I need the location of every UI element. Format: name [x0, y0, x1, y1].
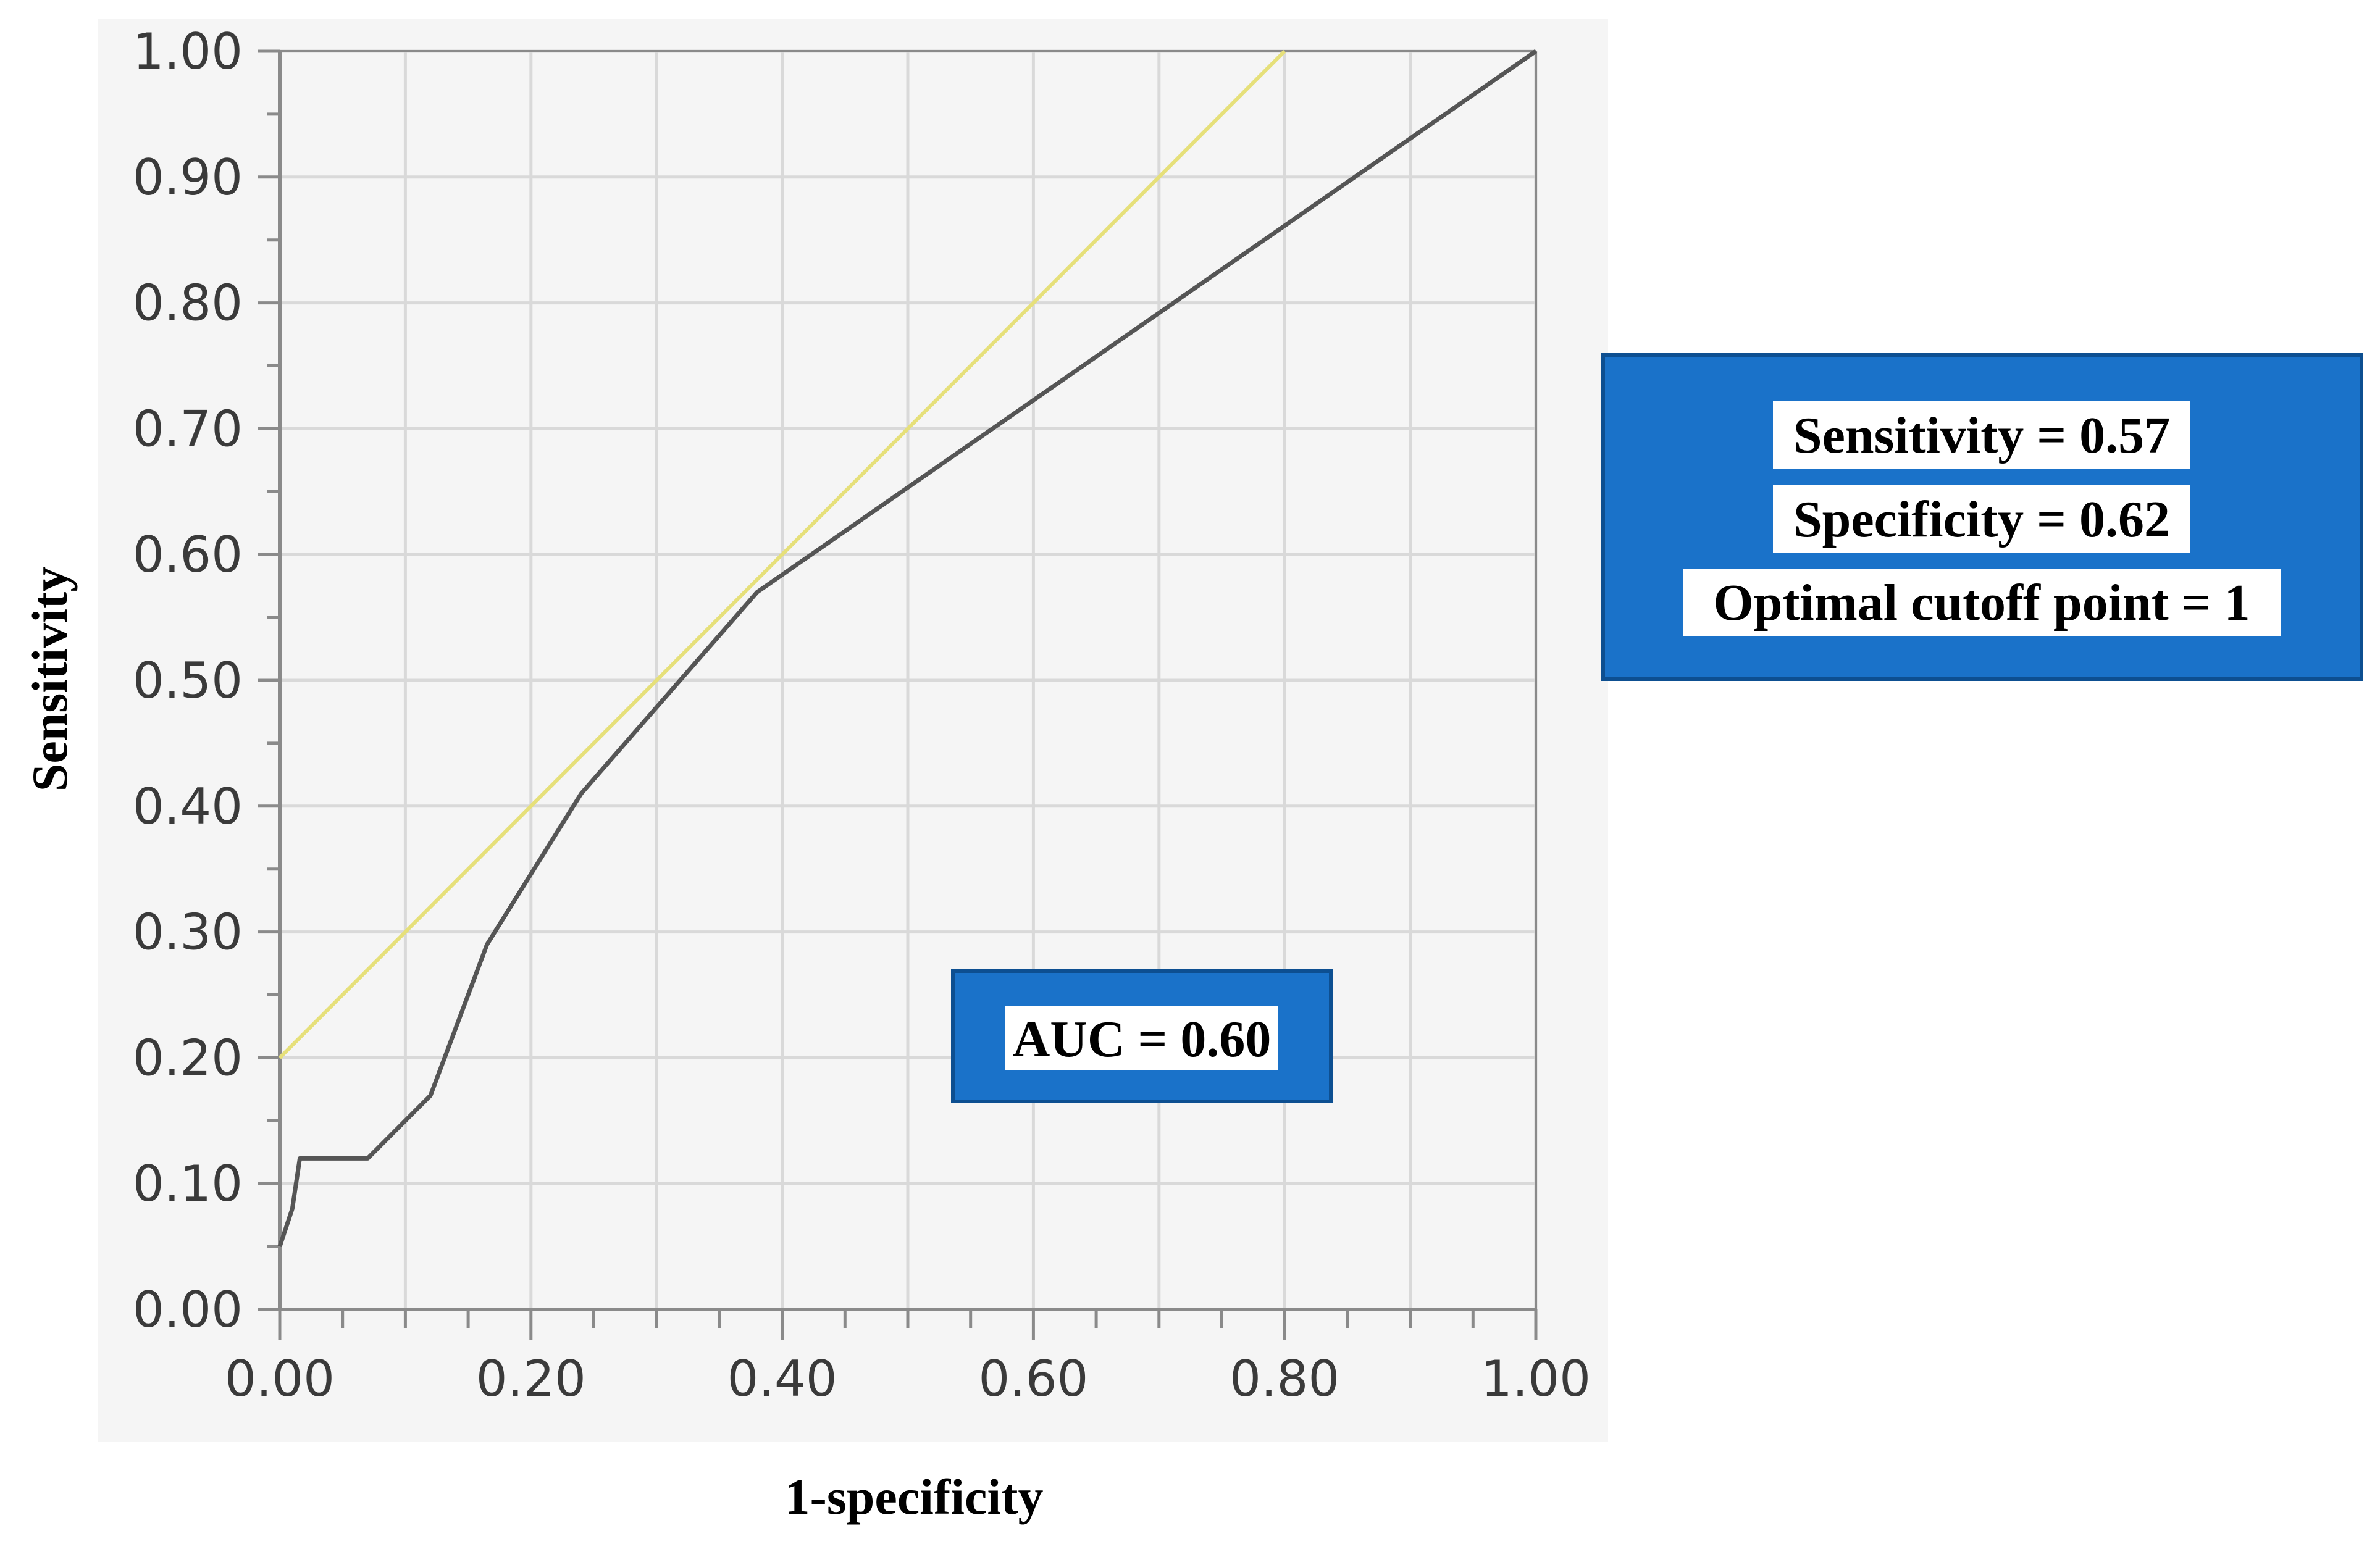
y-tick-label: 0.40: [133, 778, 243, 835]
x-axis-ticks: 0.00 0.20 0.40 0.60 0.80 1.00: [225, 1309, 1591, 1408]
roc-curve-line: [277, 49, 1537, 1248]
auc-label-background: [1005, 1006, 1278, 1070]
sensitivity-label-background: [1773, 401, 2190, 469]
y-axis-ticks: 0.00 0.10 0.20 0.30 0.40 0.50 0.60 0.70 0.80 0.90…: [133, 23, 280, 1338]
specificity-label: Specificity = 0.62: [1793, 491, 2170, 548]
specificity-label-background: [1773, 485, 2190, 553]
x-tick-label: 0.40: [727, 1350, 837, 1408]
y-tick-label: 0.80: [133, 275, 243, 332]
x-tick-label: 0.60: [978, 1350, 1088, 1408]
x-tick-label: 0.80: [1230, 1350, 1339, 1408]
x-tick-label: 0.20: [476, 1350, 586, 1408]
y-tick-label: 1.00: [133, 23, 243, 80]
y-tick-label: 0.90: [133, 149, 243, 206]
y-tick-label: 0.10: [133, 1155, 243, 1212]
x-tick-label: 0.00: [225, 1350, 335, 1408]
cutoff-label-background: [1683, 569, 2281, 636]
y-tick-label: 0.20: [133, 1029, 243, 1087]
cutoff-label: Optimal cutoff point = 1: [1713, 574, 2250, 632]
y-tick-label: 0.70: [133, 400, 243, 457]
auc-annotation-box: AUC = 0.60: [951, 969, 1333, 1103]
x-tick-label: 1.00: [1481, 1350, 1591, 1408]
y-tick-label: 0.50: [133, 652, 243, 709]
x-axis-title: 1-specificity: [785, 1469, 1044, 1525]
y-axis-title: Sensitivity: [22, 567, 78, 791]
metrics-annotation-box: Sensitivity = 0.57 Specificity = 0.62 Op…: [1601, 353, 2363, 681]
auc-label: AUC = 0.60: [1013, 1011, 1272, 1068]
y-tick-label: 0.30: [133, 904, 243, 961]
plot-panel: [98, 19, 1608, 1442]
y-tick-label: 0.60: [133, 526, 243, 583]
y-tick-label: 0.00: [133, 1281, 243, 1338]
reference-line: [278, 49, 1286, 1059]
series-lines: [277, 49, 1537, 1248]
sensitivity-label: Sensitivity = 0.57: [1793, 407, 2170, 464]
